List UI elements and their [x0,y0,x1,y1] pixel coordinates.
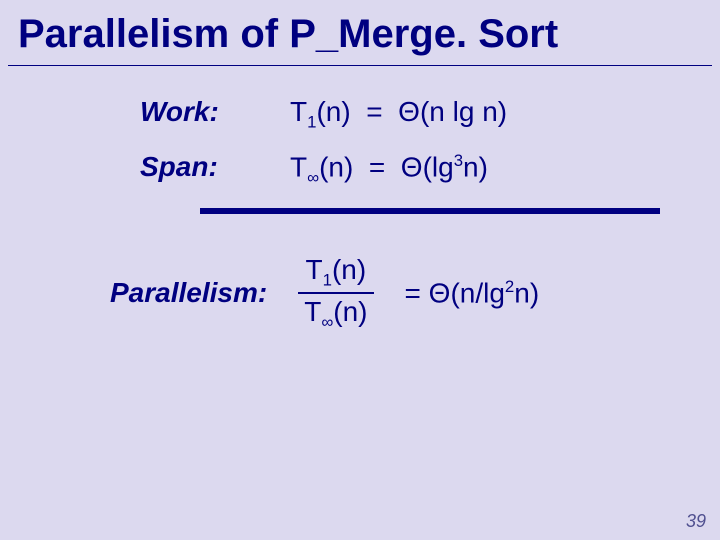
slide-number: 39 [686,511,706,532]
work-theta: Θ [398,96,420,127]
span-rhs-open: (lg [423,151,454,182]
span-lhs-fn: T [290,151,307,182]
fraction-denominator: T∞(n) [298,294,373,333]
par-theta: Θ [429,277,451,308]
par-rhs-sup: 2 [505,277,514,296]
fraction-numerator: T1(n) [300,254,373,293]
parallelism-row: Parallelism: T1(n) T∞(n) = Θ(n/lg2n) [110,254,720,333]
den-sub: ∞ [321,313,333,332]
par-rhs-slash: / [475,277,483,308]
num-sub: 1 [323,270,332,289]
work-lhs-fn: T [290,96,307,127]
section-divider [200,208,660,214]
span-rhs-close: n) [463,151,488,182]
work-eq: = [366,96,382,127]
span-eq: = [369,151,385,182]
work-label: Work: [140,96,290,128]
content-region: Work: T1(n) = Θ(n lg n) Span: T∞(n) = Θ(… [0,66,720,333]
num-arg: (n) [332,254,366,285]
work-rhs: (n lg n) [420,96,507,127]
span-label: Span: [140,151,290,183]
par-eq: = [405,277,421,308]
parallelism-result: = Θ(n/lg2n) [405,277,540,309]
span-lhs-sub: ∞ [307,168,319,187]
span-rhs-sup: 3 [454,151,463,170]
work-row: Work: T1(n) = Θ(n lg n) [140,96,720,133]
span-row: Span: T∞(n) = Θ(lg3n) [140,151,720,188]
slide-title: Parallelism of P_Merge. Sort [0,0,720,65]
par-rhs-lg: lg [483,277,505,308]
par-rhs-open: (n [450,277,475,308]
span-theta: Θ [401,151,423,182]
num-fn: T [306,254,323,285]
parallelism-label: Parallelism: [110,277,267,309]
work-expression: T1(n) = Θ(n lg n) [290,96,507,133]
span-lhs-arg: (n) [319,151,353,182]
span-expression: T∞(n) = Θ(lg3n) [290,151,488,188]
den-arg: (n) [333,296,367,327]
den-fn: T [304,296,321,327]
par-rhs-close: n) [514,277,539,308]
parallelism-fraction: T1(n) T∞(n) [298,254,373,333]
work-lhs-arg: (n) [316,96,350,127]
